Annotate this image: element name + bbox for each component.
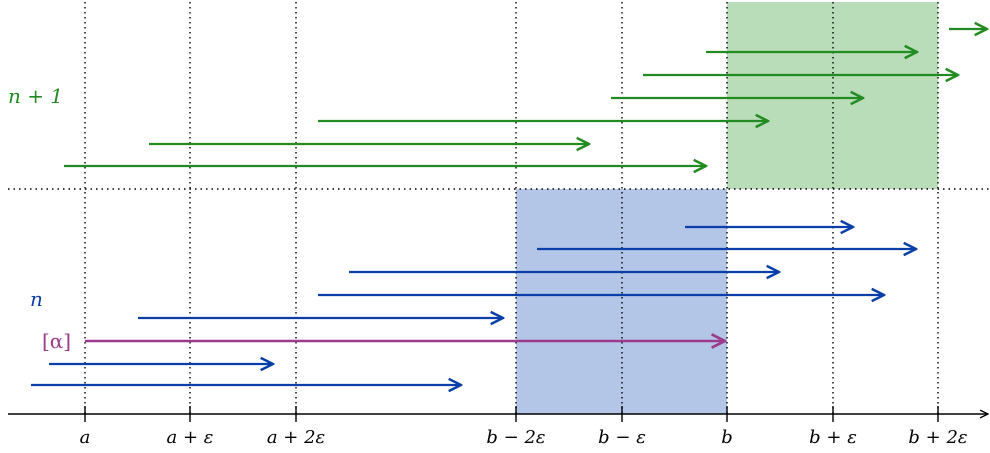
tick-marks	[84, 406, 939, 422]
tick-label-a-2eps: a + 2ε	[267, 427, 325, 448]
row-label-n: n	[30, 287, 43, 311]
tick-label-b-2eps: b − 2ε	[486, 427, 545, 448]
green-arrows	[64, 29, 987, 166]
tick-label-b: b	[721, 427, 733, 448]
green-shaded-region	[727, 2, 938, 189]
tick-label-b-eps: b − ε	[598, 427, 646, 448]
vertical-gridlines	[84, 2, 939, 414]
tick-label-a: a	[80, 427, 91, 448]
alpha-label: [α]	[42, 329, 71, 353]
blue-arrows	[31, 227, 916, 385]
tick-label-a-eps: a + ε	[167, 427, 214, 448]
row-label-n-plus-1: n + 1	[8, 84, 63, 108]
tick-label-b-plus-2eps: b + 2ε	[908, 427, 967, 448]
tick-labels: a a + ε a + 2ε b − 2ε b − ε b b + ε b + …	[80, 427, 968, 448]
tick-label-b-plus-eps: b + ε	[809, 427, 857, 448]
